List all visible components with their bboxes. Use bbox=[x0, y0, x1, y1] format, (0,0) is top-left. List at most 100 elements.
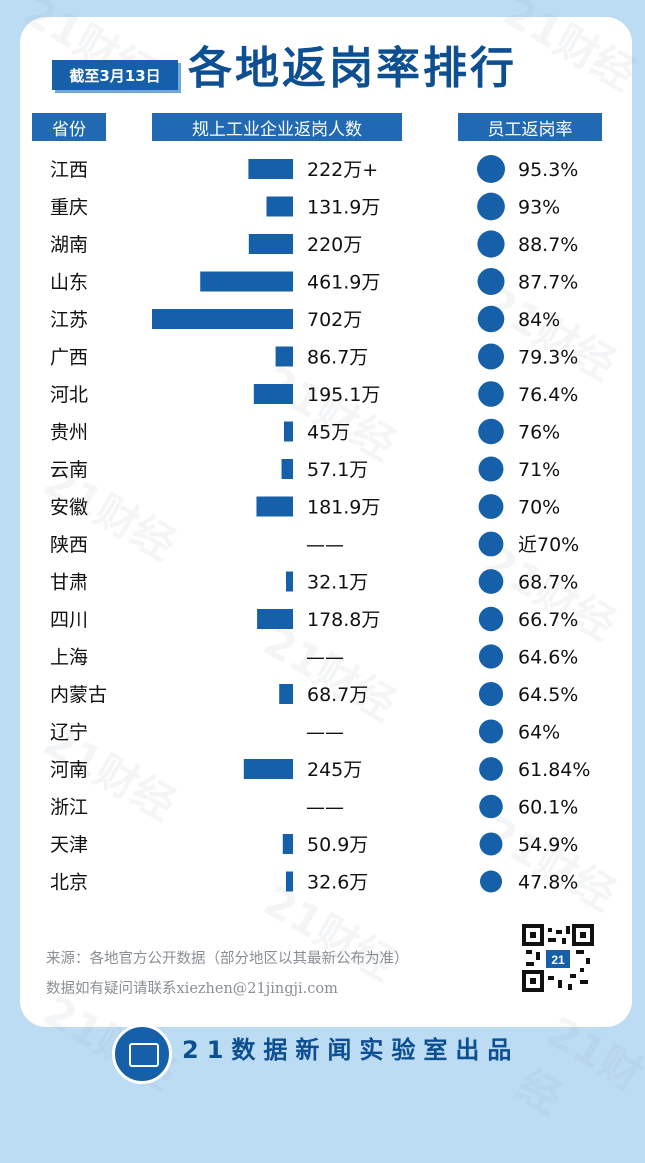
rate-dot bbox=[479, 832, 503, 856]
province-label: 辽宁 bbox=[50, 722, 88, 744]
province-label: 山东 bbox=[50, 272, 88, 294]
rate-dot bbox=[478, 456, 504, 482]
worker-bar bbox=[283, 421, 293, 442]
worker-value-label: 245万 bbox=[307, 759, 362, 781]
worker-value-label: 220万 bbox=[307, 234, 362, 256]
province-label: 云南 bbox=[50, 459, 88, 481]
rate-value-label: 60.1% bbox=[518, 797, 578, 819]
worker-value-label: —— bbox=[306, 534, 344, 556]
worker-value-label: 461.9万 bbox=[307, 272, 380, 294]
rate-dot bbox=[477, 305, 505, 333]
rate-value-label: 近70% bbox=[518, 534, 579, 556]
province-label: 湖南 bbox=[50, 234, 88, 256]
rate-value-label: 76.4% bbox=[518, 384, 578, 406]
worker-bar bbox=[286, 871, 293, 892]
rate-dot bbox=[477, 155, 505, 183]
worker-bar bbox=[200, 271, 293, 292]
column-header-province: 省份 bbox=[32, 113, 106, 141]
worker-value-label: —— bbox=[306, 722, 344, 744]
rate-value-label: 87.7% bbox=[518, 272, 578, 294]
qr-code-icon[interactable]: 21 bbox=[522, 924, 594, 992]
worker-bar bbox=[152, 309, 293, 329]
main-card bbox=[20, 17, 632, 1027]
worker-bar bbox=[253, 384, 293, 404]
worker-bar bbox=[279, 684, 293, 704]
rate-value-label: 61.84% bbox=[518, 759, 590, 781]
rate-value-label: 88.7% bbox=[518, 234, 578, 256]
province-label: 安徽 bbox=[50, 497, 88, 519]
rate-value-label: 66.7% bbox=[518, 609, 578, 631]
rate-value-label: 68.7% bbox=[518, 572, 578, 594]
rate-value-label: 95.3% bbox=[518, 159, 578, 181]
worker-bar bbox=[286, 571, 293, 592]
date-badge: 截至3月13日 bbox=[52, 60, 178, 90]
worker-bar bbox=[256, 496, 293, 517]
rate-value-label: 71% bbox=[518, 459, 560, 481]
source-note: 来源：各地官方公开数据（部分地区以其最新公布为准） 数据如有疑问请联系xiezh… bbox=[46, 944, 409, 1004]
worker-value-label: 50.9万 bbox=[307, 834, 368, 856]
footer-brand: 21数据新闻实验室出品 bbox=[182, 1036, 520, 1064]
ranking-chart: 江西 222万+ 95.3% 重庆 131.9万 93% 湖南 220万 88.7% 山东 461.… bbox=[50, 155, 590, 894]
rate-dot bbox=[478, 381, 504, 407]
rate-dot bbox=[477, 230, 505, 258]
worker-value-label: 32.6万 bbox=[307, 872, 368, 894]
worker-value-label: 45万 bbox=[307, 422, 350, 444]
rate-dot bbox=[479, 870, 503, 893]
rate-dot bbox=[478, 494, 504, 519]
province-label: 浙江 bbox=[50, 797, 88, 819]
province-label: 上海 bbox=[50, 647, 88, 669]
brand-logo-icon bbox=[112, 1024, 172, 1084]
province-label: 陕西 bbox=[50, 534, 88, 556]
rate-dot bbox=[479, 757, 503, 781]
province-label: 江苏 bbox=[50, 309, 88, 331]
rate-dot bbox=[478, 719, 504, 744]
province-label: 河南 bbox=[50, 759, 88, 781]
rate-value-label: 70% bbox=[518, 497, 560, 519]
worker-value-label: 68.7万 bbox=[307, 684, 368, 706]
rate-value-label: 76% bbox=[518, 422, 560, 444]
worker-bar bbox=[243, 759, 293, 779]
province-label: 天津 bbox=[50, 834, 88, 856]
rate-value-label: 54.9% bbox=[518, 834, 578, 856]
worker-value-label: 57.1万 bbox=[307, 459, 368, 481]
rate-dot bbox=[478, 569, 504, 594]
worker-value-label: —— bbox=[306, 797, 344, 819]
qr-logo-label: 21 bbox=[551, 953, 565, 967]
province-label: 甘肃 bbox=[50, 572, 88, 594]
worker-bar bbox=[266, 196, 293, 217]
contact-line: 数据如有疑问请联系xiezhen@21jingji.com bbox=[46, 981, 338, 997]
worker-value-label: —— bbox=[306, 647, 344, 669]
worker-value-label: 178.8万 bbox=[307, 609, 380, 631]
province-label: 贵州 bbox=[50, 422, 88, 444]
worker-bar bbox=[282, 834, 293, 854]
page-title: 各地返岗率排行 bbox=[188, 43, 517, 94]
rate-value-label: 84% bbox=[518, 309, 560, 331]
worker-value-label: 86.7万 bbox=[307, 347, 368, 369]
province-label: 河北 bbox=[50, 384, 88, 406]
rate-dot bbox=[478, 681, 504, 707]
worker-bar bbox=[248, 234, 293, 254]
province-label: 江西 bbox=[50, 159, 88, 181]
rate-value-label: 64% bbox=[518, 722, 560, 744]
worker-value-label: 222万+ bbox=[307, 159, 378, 181]
province-label: 北京 bbox=[50, 872, 88, 894]
province-label: 四川 bbox=[50, 609, 88, 631]
worker-bar bbox=[281, 459, 293, 479]
worker-value-label: 131.9万 bbox=[307, 197, 380, 219]
worker-value-label: 181.9万 bbox=[307, 497, 380, 519]
rate-dot bbox=[477, 267, 505, 296]
province-label: 广西 bbox=[50, 347, 88, 369]
rate-dot bbox=[478, 606, 504, 632]
province-label: 重庆 bbox=[50, 197, 88, 219]
rate-dot bbox=[478, 418, 504, 445]
worker-bar bbox=[248, 159, 293, 179]
rate-dot bbox=[477, 192, 505, 221]
worker-value-label: 32.1万 bbox=[307, 572, 368, 594]
rate-value-label: 79.3% bbox=[518, 347, 578, 369]
column-header-workers: 规上工业企业返岗人数 bbox=[152, 113, 402, 141]
rate-dot bbox=[479, 794, 503, 819]
rate-dot bbox=[478, 343, 504, 370]
rate-value-label: 64.5% bbox=[518, 684, 578, 706]
rate-value-label: 93% bbox=[518, 197, 560, 219]
worker-value-label: 702万 bbox=[307, 309, 362, 331]
